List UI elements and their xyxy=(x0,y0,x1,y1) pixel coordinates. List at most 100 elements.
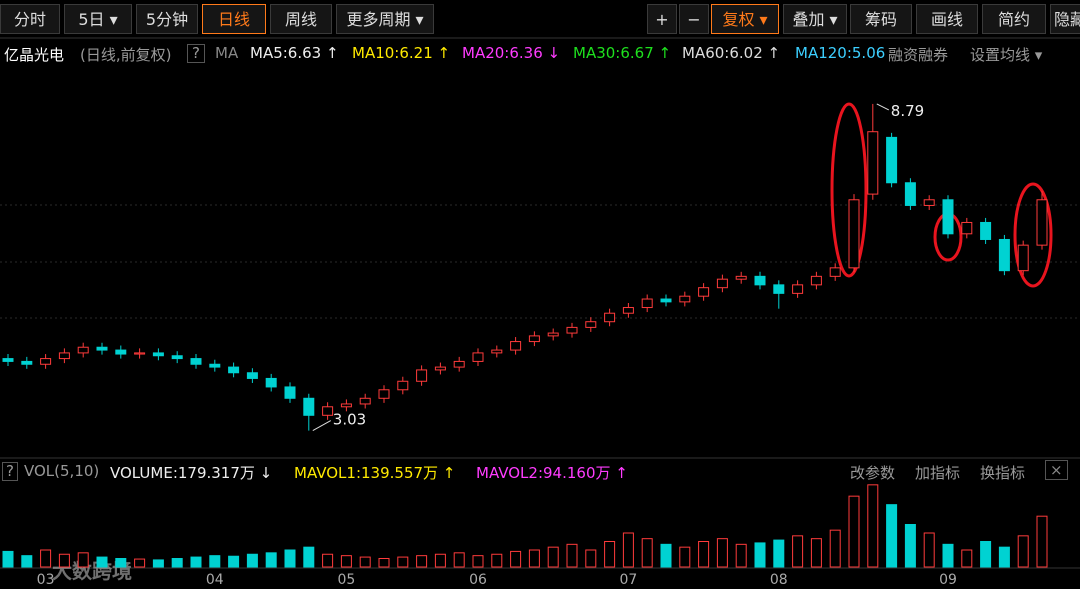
candle-body xyxy=(754,275,766,286)
volume-bar xyxy=(434,553,446,568)
volume-bar xyxy=(1036,515,1048,568)
candle-body xyxy=(77,346,89,354)
tab[interactable]: 周线 xyxy=(270,4,332,34)
volume-bar xyxy=(453,552,465,568)
volume-bar xyxy=(754,542,766,568)
volume-bar xyxy=(491,553,503,568)
volume-bar xyxy=(246,553,258,568)
x-tick-label: 09 xyxy=(939,572,957,588)
help[interactable]: ? xyxy=(2,462,18,481)
ma5: MA5:6.63 ↑ xyxy=(250,44,339,62)
candle-body xyxy=(416,369,428,382)
volume-bar xyxy=(961,549,973,568)
volume-bar xyxy=(265,552,277,568)
volume-bar xyxy=(284,549,296,568)
candle-body xyxy=(190,358,202,365)
candle-body xyxy=(998,238,1010,272)
candle-body xyxy=(679,295,691,303)
volume-bar xyxy=(810,538,822,568)
volume-bar xyxy=(735,543,747,568)
margin-link[interactable]: 融资融券 xyxy=(888,46,949,64)
button[interactable]: 复权 ▾ xyxy=(711,4,779,34)
params-link[interactable]: 改参数 xyxy=(850,464,896,482)
candle-body xyxy=(510,341,522,351)
candle-body xyxy=(641,298,653,309)
candle-body xyxy=(566,326,578,334)
button[interactable]: 筹码 xyxy=(850,4,912,34)
tab[interactable]: 日线 xyxy=(202,4,266,34)
volume-bar xyxy=(867,484,879,568)
candle-body xyxy=(453,360,465,368)
volume-bar xyxy=(528,549,540,568)
candle-body xyxy=(152,352,164,357)
candle-body xyxy=(1036,199,1048,246)
candle-body xyxy=(40,358,52,365)
candle-body xyxy=(660,298,672,303)
tab[interactable]: 5日 ▾ xyxy=(64,4,132,34)
button[interactable]: 画线 xyxy=(916,4,978,34)
volume-bar xyxy=(190,556,202,568)
add-link[interactable]: 加指标 xyxy=(915,464,961,482)
volume-bar xyxy=(604,541,616,568)
volume-bar xyxy=(134,558,146,568)
candle-body xyxy=(810,275,822,286)
ma30: MA30:6.67 ↑ xyxy=(573,44,672,62)
button[interactable]: − xyxy=(679,4,709,34)
candle-body xyxy=(886,136,898,184)
candle-body xyxy=(228,366,240,374)
button[interactable]: 隐藏 xyxy=(1050,4,1080,34)
tab[interactable]: 5分钟 xyxy=(136,4,198,34)
volume-bar xyxy=(40,549,52,568)
button[interactable]: 简约 xyxy=(982,4,1046,34)
candle-body xyxy=(735,275,747,280)
stock-name: 亿晶光电 xyxy=(4,46,65,64)
volume-bar xyxy=(773,539,785,568)
button[interactable]: + xyxy=(647,4,677,34)
volume-bar xyxy=(641,538,653,568)
candle-body xyxy=(209,363,221,368)
candle-body xyxy=(434,366,446,371)
volume-bar xyxy=(980,541,992,568)
candle-body xyxy=(322,406,334,416)
volume-bar xyxy=(679,546,691,568)
x-tick-label: 05 xyxy=(337,572,355,588)
help[interactable]: ? xyxy=(187,44,205,63)
volume-bar xyxy=(547,546,559,568)
volume-bar xyxy=(152,559,164,568)
candle-body xyxy=(923,199,935,206)
volume-bar xyxy=(340,555,352,568)
x-tick-label: 06 xyxy=(469,572,487,588)
volume-bar xyxy=(322,553,334,568)
x-tick-label: 07 xyxy=(619,572,637,588)
candle-body xyxy=(942,199,954,235)
highlight-ellipse xyxy=(1013,182,1053,288)
x-tick-label: 03 xyxy=(37,572,55,588)
button[interactable]: 叠加 ▾ xyxy=(783,4,847,34)
change-link[interactable]: 换指标 xyxy=(980,464,1026,482)
volume-bar xyxy=(228,555,240,568)
volume-bar xyxy=(942,543,954,568)
tab[interactable]: 分时 xyxy=(0,4,60,34)
settings-link[interactable]: 设置均线 ▾ xyxy=(970,46,1043,64)
tab[interactable]: 更多周期 ▾ xyxy=(336,4,434,34)
volume-bar xyxy=(171,558,183,568)
ma10: MA10:6.21 ↑ xyxy=(352,44,451,62)
candle-body xyxy=(397,380,409,391)
volume-bar xyxy=(303,546,315,568)
candle-body xyxy=(284,386,296,399)
candle-body xyxy=(340,403,352,408)
candle-body xyxy=(585,321,597,328)
close-button[interactable]: × xyxy=(1045,460,1068,480)
volume: VOLUME:179.317万 ↓ xyxy=(110,464,273,482)
candle-body xyxy=(96,346,108,351)
volume-bar xyxy=(58,553,70,568)
ma120: MA120:5.06 xyxy=(795,44,886,62)
candle-body xyxy=(171,355,183,360)
volume-bar xyxy=(886,504,898,568)
candle-body xyxy=(773,284,785,294)
volume-bar xyxy=(998,546,1010,568)
volume-bar xyxy=(397,556,409,568)
volume-bar xyxy=(904,524,916,568)
